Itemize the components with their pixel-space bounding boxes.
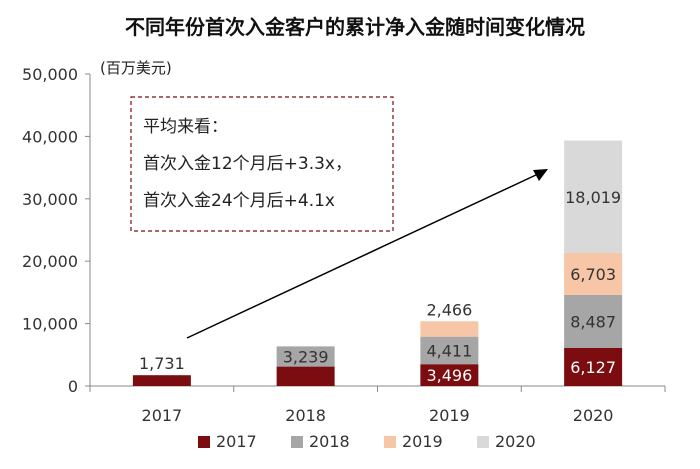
legend-swatch [198,436,210,448]
bar-segment [564,140,623,253]
x-tick-label: 2020 [573,406,614,425]
y-tick-label: 30,000 [22,190,78,209]
bar-segment [132,375,191,386]
bar-segment [276,346,335,367]
bars: 1,7313,1123,2393,4964,4112,4666,1278,487… [132,140,623,386]
arrow-head [533,169,548,181]
data-label: 8,487 [570,312,616,331]
x-tick-label: 2018 [285,406,326,425]
y-tick-label: 0 [68,377,78,396]
legend-swatch [477,436,489,448]
annotation-frame [130,96,394,232]
legend-swatch [384,436,396,448]
data-label: 1,731 [139,354,185,373]
x-tick-label: 2017 [142,406,183,425]
data-label: 3,239 [283,347,329,366]
bar-segment [276,366,335,386]
x-axis: 2017 2018 2019 2020 [89,385,666,425]
y-tick-label: 40,000 [22,127,78,146]
legend-swatch [291,436,303,448]
bar-segment [420,321,479,337]
annotation-box: 平均来看： 首次入金12个月后+3.3x， 首次入金24个月后+4.1x [130,96,394,232]
annotation-line: 首次入金24个月后+4.1x [143,191,335,211]
bar-segment [420,336,479,365]
x-tick-label: 2019 [429,406,470,425]
bar-segment [564,347,623,386]
y-tick-label: 10,000 [22,315,78,334]
data-label: 2,466 [426,300,472,319]
bar-segment [564,294,623,348]
legend-label: 2019 [402,432,443,451]
y-unit-label: (百万美元) [100,59,172,77]
y-axis: 0 10,000 20,000 30,000 40,000 50,000 [22,65,91,396]
y-tick-label: 20,000 [22,252,78,271]
bar-segment [564,252,623,295]
legend-label: 2017 [216,432,257,451]
data-label: 6,703 [570,265,616,284]
legend-label: 2020 [495,432,536,451]
data-label: 3,496 [426,366,472,385]
y-tick-label: 50,000 [22,65,78,84]
data-label: 18,019 [565,188,621,207]
annotation-line: 平均来看： [143,117,228,137]
trend-arrow [186,169,548,339]
arrow-shaft [186,173,539,339]
annotation-line: 首次入金12个月后+3.3x， [143,154,352,174]
legend-label: 2018 [309,432,350,451]
chart-title: 不同年份首次入金客户的累计净入金随时间变化情况 [125,15,585,39]
data-label: 6,127 [570,358,616,377]
bar-segment [420,364,479,386]
data-label: 4,411 [426,341,472,360]
legend: 2017 2018 2019 2020 [198,432,536,451]
